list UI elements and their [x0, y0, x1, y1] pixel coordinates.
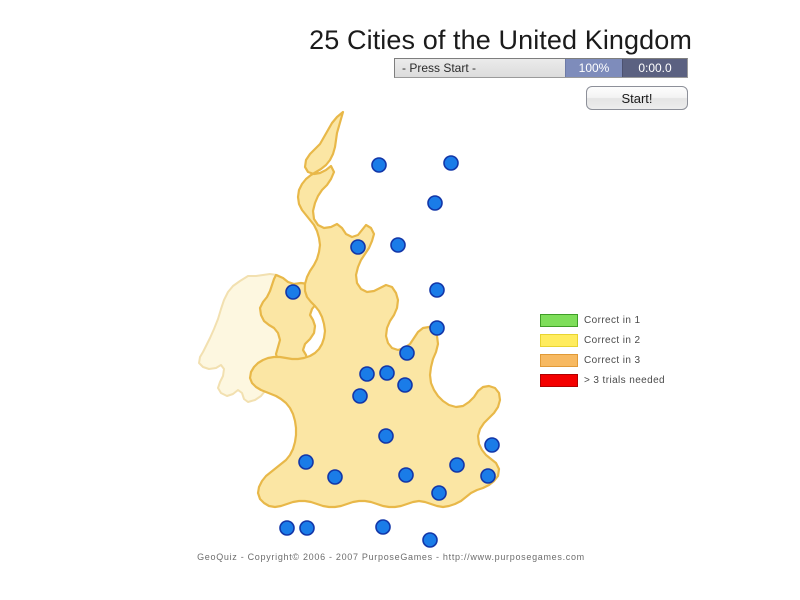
city-marker[interactable]: [398, 467, 414, 483]
city-marker[interactable]: [422, 532, 438, 548]
page-title: 25 Cities of the United Kingdom: [309, 25, 692, 55]
city-marker[interactable]: [371, 157, 387, 173]
city-marker[interactable]: [480, 468, 496, 484]
copyright-footer: GeoQuiz - Copyright© 2006 - 2007 Purpose…: [197, 552, 585, 562]
city-marker[interactable]: [431, 485, 447, 501]
city-marker[interactable]: [429, 320, 445, 336]
city-marker[interactable]: [299, 520, 315, 536]
great-britain-shape[interactable]: [248, 110, 502, 509]
legend-swatch-correct-in-3: [540, 354, 578, 367]
great-britain-landmass[interactable]: [248, 110, 502, 509]
legend: Correct in 1 Correct in 2 Correct in 3 >…: [540, 311, 690, 391]
city-marker[interactable]: [484, 437, 500, 453]
legend-item: > 3 trials needed: [540, 371, 690, 390]
city-marker[interactable]: [443, 155, 459, 171]
city-marker[interactable]: [375, 519, 391, 535]
city-markers-layer[interactable]: [279, 155, 500, 548]
legend-item: Correct in 1: [540, 311, 690, 330]
city-marker[interactable]: [359, 366, 375, 382]
legend-label-correct-in-1: Correct in 1: [584, 315, 641, 326]
status-message: - Press Start -: [395, 59, 565, 77]
legend-label-correct-in-3: Correct in 3: [584, 355, 641, 366]
city-marker[interactable]: [279, 520, 295, 536]
city-marker[interactable]: [327, 469, 343, 485]
city-marker[interactable]: [429, 282, 445, 298]
city-marker[interactable]: [379, 365, 395, 381]
city-marker[interactable]: [449, 457, 465, 473]
city-marker[interactable]: [298, 454, 314, 470]
quiz-status-bar: - Press Start - 100% 0:00.0: [394, 58, 688, 78]
legend-swatch-correct-in-1: [540, 314, 578, 327]
city-marker[interactable]: [352, 388, 368, 404]
map-container[interactable]: [100, 80, 520, 550]
city-marker[interactable]: [350, 239, 366, 255]
legend-item: Correct in 2: [540, 331, 690, 350]
city-marker[interactable]: [378, 428, 394, 444]
legend-item: Correct in 3: [540, 351, 690, 370]
city-marker[interactable]: [397, 377, 413, 393]
legend-swatch-correct-in-2: [540, 334, 578, 347]
status-percent-badge: 100%: [565, 59, 622, 77]
start-button[interactable]: Start!: [586, 86, 688, 110]
legend-swatch-more-than-3-trials: [540, 374, 578, 387]
united-kingdom-map[interactable]: [100, 80, 520, 550]
city-marker[interactable]: [427, 195, 443, 211]
city-marker[interactable]: [390, 237, 406, 253]
legend-label-correct-in-2: Correct in 2: [584, 335, 641, 346]
city-marker[interactable]: [285, 284, 301, 300]
city-marker[interactable]: [399, 345, 415, 361]
status-timer: 0:00.0: [622, 59, 687, 77]
legend-label-more-than-3-trials: > 3 trials needed: [584, 375, 666, 386]
